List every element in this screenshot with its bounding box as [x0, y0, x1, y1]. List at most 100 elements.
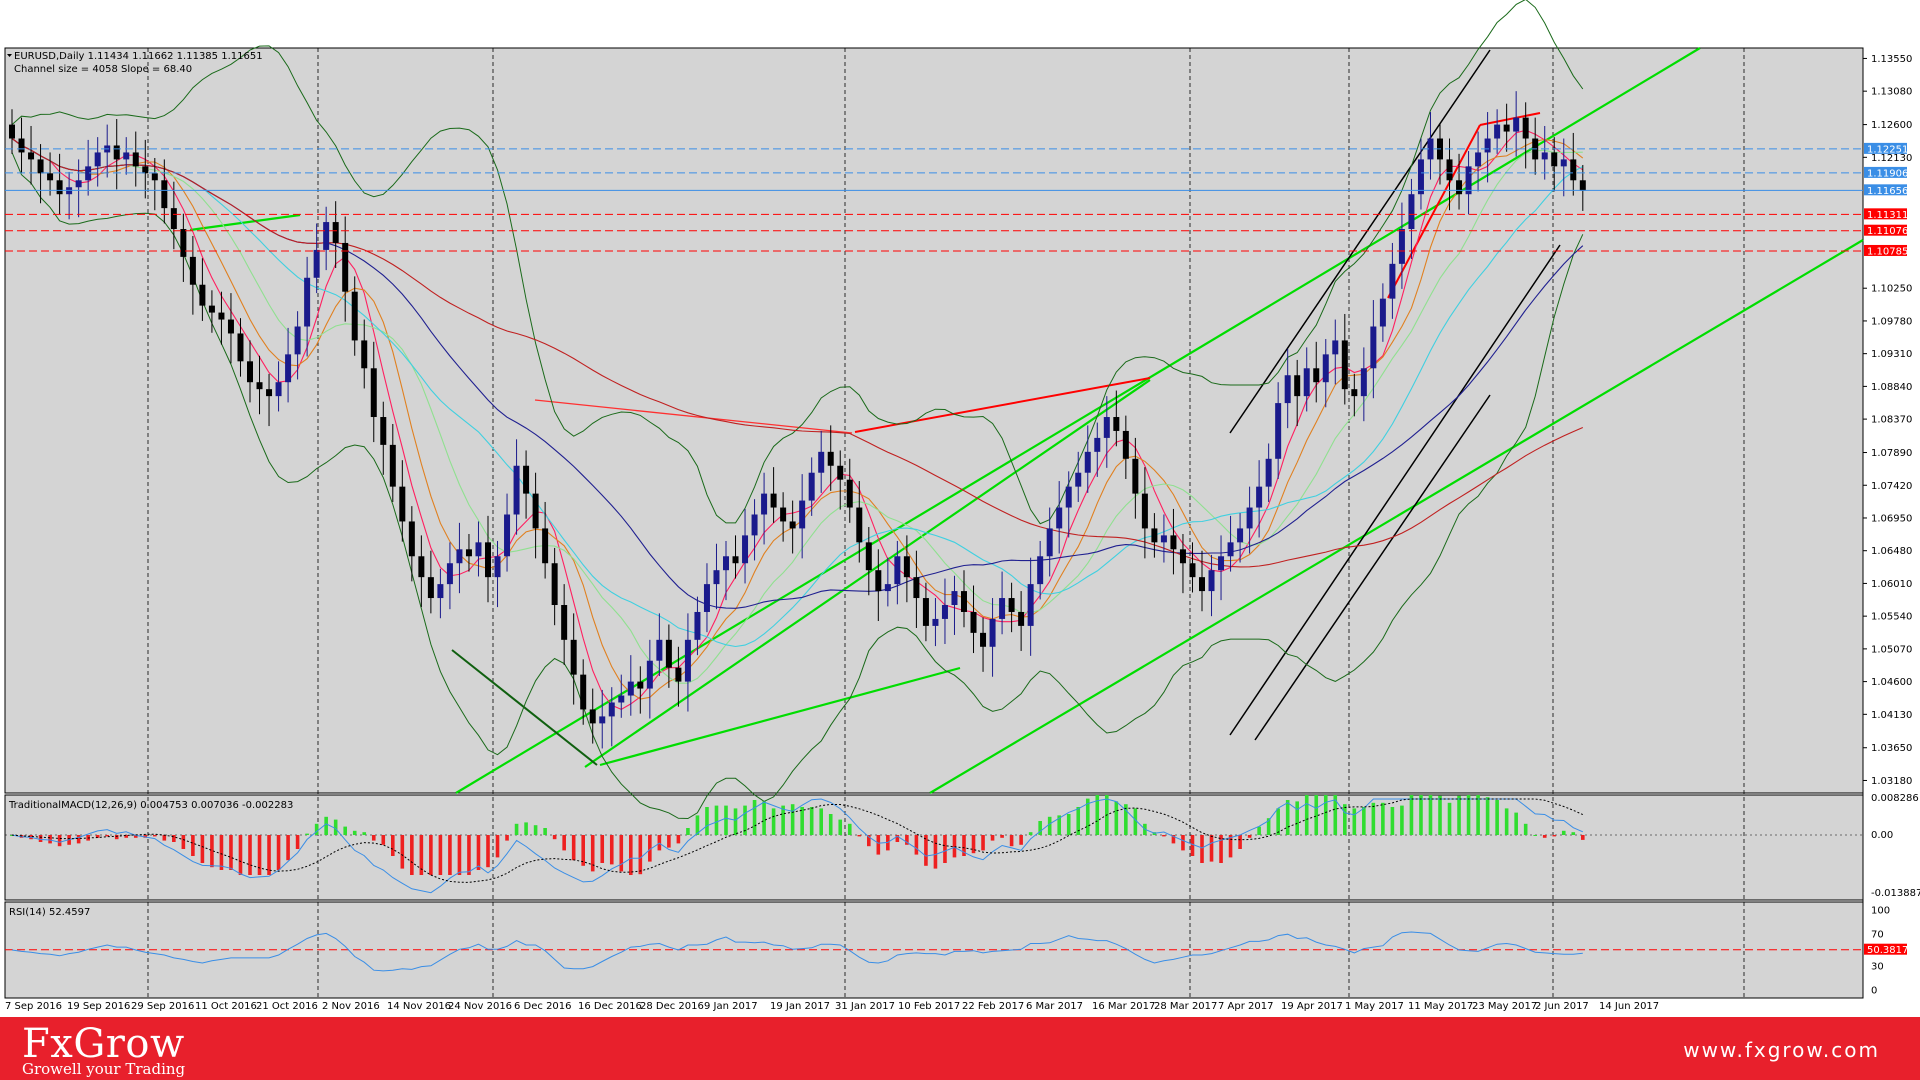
candle-body [618, 695, 625, 703]
candle-body [256, 382, 263, 390]
x-tick-label: 11 Oct 2016 [195, 1001, 257, 1012]
macd-bar [419, 835, 424, 875]
candle-body [1389, 263, 1396, 299]
candle-body [1484, 138, 1491, 153]
candle-body [684, 639, 691, 682]
macd-bar [1038, 821, 1042, 835]
macd-bar [429, 835, 433, 875]
macd-bar [838, 819, 843, 835]
candle-body [56, 180, 63, 195]
macd-bar [1419, 795, 1423, 835]
rsi-tick-label: 0 [1871, 986, 1877, 997]
macd-bar [562, 835, 566, 851]
macd-bar [1228, 835, 1233, 858]
macd-bar [1171, 835, 1176, 844]
y-axis: 1.13550 1.13080 1.12600 1.12130 1.10250 1.097… [1863, 54, 1912, 787]
price-level-badge [1864, 166, 1907, 178]
candle-body [1218, 556, 1225, 571]
macd-bar [1333, 795, 1338, 835]
chart-svg: 1.12251 1.11906 1.11656 1.11311 1.11076 1.107… [4, 0, 1920, 1012]
candle-body [589, 709, 596, 724]
macd-bar [876, 835, 881, 855]
candle-body [1265, 458, 1272, 487]
candle-body [456, 549, 463, 564]
y-tick-label: 1.04130 [1871, 710, 1912, 721]
macd-bar [276, 835, 281, 870]
candle-body [970, 611, 977, 633]
macd-label: TraditionalMACD(12,26,9) 0.004753 0.0070… [8, 800, 293, 811]
macd-bar [1371, 802, 1376, 835]
x-tick-label: 1 May 2017 [1345, 1001, 1404, 1012]
black-channel-line-2 [1254, 394, 1491, 741]
candle-body [951, 591, 958, 606]
macd-bar [448, 835, 452, 875]
macd-bar [1400, 805, 1404, 835]
y-tick-label: 1.08840 [1871, 382, 1912, 393]
menu-triangle-icon[interactable] [7, 54, 12, 57]
macd-bar [438, 835, 443, 875]
x-tick-label: 11 May 2017 [1408, 1001, 1473, 1012]
levels: 1.12251 1.11906 1.11656 1.11311 1.11076 1.107… [5, 142, 1908, 257]
macd-bar [867, 835, 871, 847]
candle-body [1056, 507, 1063, 529]
candle-body [1246, 507, 1253, 529]
macd-bar [714, 805, 719, 835]
candle-body [780, 507, 787, 522]
y-tick-label: 1.13080 [1871, 87, 1912, 98]
candle-body [932, 618, 939, 626]
macd-bar [1209, 835, 1214, 862]
candle-body [913, 577, 920, 599]
macd-bar [38, 835, 43, 842]
macd-bar [667, 835, 671, 848]
rsi-line [11, 931, 1583, 972]
macd-bar [1428, 795, 1433, 835]
macd-bar [295, 835, 300, 849]
macd-bar [191, 835, 195, 856]
macd-bar [1219, 835, 1223, 863]
candle-body [751, 514, 758, 536]
candle-body [1341, 340, 1348, 390]
macd-bar [1485, 797, 1490, 835]
ma-line-8 [11, 138, 1584, 700]
macd-bar [1457, 795, 1461, 835]
macd-bar [457, 835, 462, 875]
macd-bar [790, 804, 795, 835]
macd-bar [1257, 826, 1261, 835]
macd-bar [1447, 802, 1452, 835]
website-link[interactable]: www.fxgrow.com [1683, 1038, 1880, 1062]
candle-body [199, 284, 206, 306]
macd-bar [771, 808, 776, 835]
candle-body [28, 152, 35, 160]
candle-body [1094, 437, 1101, 452]
candle-body [9, 124, 15, 139]
macd-bar [1124, 804, 1128, 835]
macd-bar [219, 835, 224, 870]
candle-body [561, 605, 568, 640]
candle-body [227, 319, 234, 334]
candle-body [941, 605, 948, 619]
candle-body [894, 556, 901, 585]
price-level-label: 1.12251 [1867, 144, 1908, 155]
candle-body [675, 667, 682, 682]
candle-body [656, 639, 663, 661]
green-channel-line-3 [584, 379, 1151, 768]
candle-body [789, 521, 796, 529]
macd-bar [733, 808, 738, 835]
macd-bar [1028, 832, 1033, 835]
rsi-tick-label: 70 [1871, 930, 1884, 941]
macd-bar [590, 835, 595, 872]
macd-bar [981, 835, 985, 851]
y-tick-label: 1.13550 [1871, 54, 1912, 65]
macd-bar [286, 835, 290, 861]
x-tick-label: 2 Nov 2016 [322, 1001, 380, 1012]
macd-bar [48, 835, 52, 844]
macd-bar [1352, 808, 1357, 835]
y-tick-label: 1.08370 [1871, 415, 1912, 426]
macd-bar [476, 835, 481, 870]
candle-body [1503, 124, 1510, 132]
x-tick-label: 6 Mar 2017 [1026, 1001, 1083, 1012]
channels [189, 47, 1864, 794]
macd-bar [57, 835, 62, 847]
macd-bar [114, 835, 119, 840]
candle-body [1046, 528, 1053, 557]
